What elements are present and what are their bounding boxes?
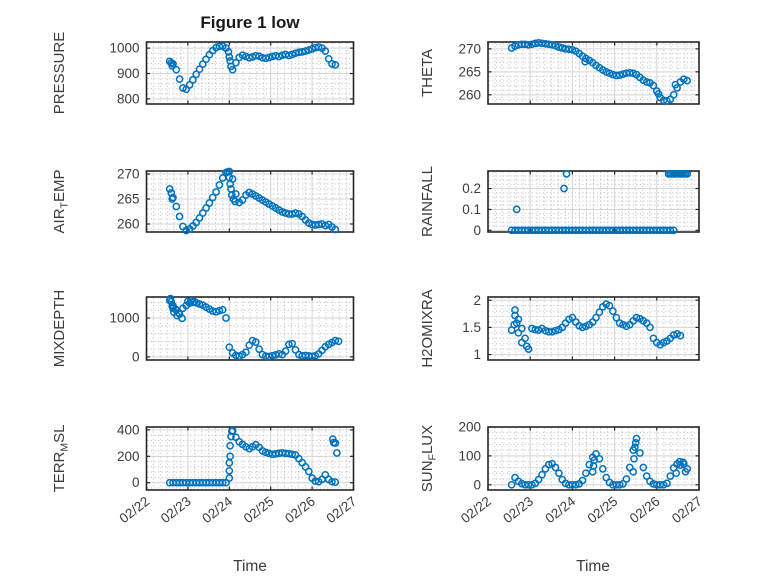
subplot-terr_msl: 0 200 400 02/22 02/23 02/24 02/25 02/26 02/27 TER… [51, 422, 359, 526]
y-tick-label: 270 [458, 41, 481, 56]
y-axis-label-rainfall: RAINFALL [419, 166, 436, 237]
x-tick-label: 02/23 [500, 494, 536, 527]
y-axis-label-theta: THETA [419, 49, 436, 97]
x-tick-label: 02/22 [458, 494, 494, 527]
tick-marks [145, 427, 355, 490]
minor-grid [147, 297, 353, 360]
y-tick-label: 2 [473, 293, 481, 308]
y-axis-label-pressure: PRESSURE [51, 32, 68, 115]
x-tick-label: 02/26 [282, 494, 318, 527]
y-tick-label: 1.5 [462, 320, 481, 335]
y-tick-label: 200 [117, 449, 140, 464]
y-tick-label: 260 [117, 217, 140, 232]
subplot-rainfall: 0 0.1 0.2 RAINFALL [419, 166, 700, 238]
axes-box [487, 426, 700, 491]
tick-marks [487, 297, 700, 360]
x-tick-label: 02/27 [323, 494, 359, 527]
y-tick-label: 265 [458, 64, 481, 79]
x-axis-label-right: Time [576, 558, 610, 575]
data-points [507, 39, 692, 105]
subplot-theta: 260 265 270 THETA [419, 39, 700, 105]
data-points [165, 294, 343, 361]
y-tick-label: 0 [132, 349, 140, 364]
axes-box [145, 296, 355, 361]
x-tick-label: 02/24 [199, 493, 235, 526]
x-tick-label: 02/25 [241, 494, 277, 527]
y-tick-label: 265 [117, 192, 140, 207]
subplot-sun_flux: 0 100 200 02/22 02/23 02/24 02/25 02/26 02/27 SUN… [419, 420, 705, 527]
data-points [165, 42, 340, 94]
y-tick-label: 0 [473, 477, 481, 492]
y-tick-label: 1 [473, 347, 481, 362]
axes-box [145, 426, 355, 491]
y-tick-label: 800 [117, 91, 140, 106]
x-tick-label: 02/23 [158, 494, 194, 527]
y-tick-label: 0.1 [462, 202, 481, 217]
x-tick-label: 02/25 [585, 494, 621, 527]
y-axis-label-air_temp: AIRTEMP [51, 170, 71, 234]
y-axis-label-mixdepth: MIXDEPTH [51, 290, 68, 368]
y-tick-label: 100 [458, 448, 481, 463]
axes-box [487, 41, 700, 105]
x-tick-label: 02/24 [542, 493, 578, 526]
y-axis-label-h2omixra: H2OMIXRA [419, 289, 436, 367]
x-tick-label: 02/27 [669, 494, 705, 527]
figure-title: Figure 1 low [200, 13, 300, 32]
y-tick-label: 1000 [109, 41, 139, 56]
x-tick-label: 02/26 [627, 494, 663, 527]
data-points [507, 300, 685, 353]
y-tick-label: 900 [117, 66, 140, 81]
axes-box [145, 170, 355, 233]
data-points [507, 434, 692, 489]
y-tick-label: 200 [458, 420, 481, 435]
subplot-mixdepth: 0 1000 MIXDEPTH [51, 290, 355, 368]
tick-marks [487, 171, 700, 232]
tick-marks [145, 42, 355, 104]
subplot-pressure: 800 900 1000 PRESSURE [51, 32, 355, 115]
y-tick-label: 260 [458, 87, 481, 102]
y-tick-label: 0.2 [462, 181, 481, 196]
subplot-air_temp: 260 265 270 AIRTEMP [51, 167, 355, 235]
minor-grid [147, 171, 353, 232]
tick-marks [487, 42, 700, 104]
data-points [165, 167, 340, 235]
y-tick-label: 0 [132, 475, 140, 490]
axes-box [487, 296, 700, 361]
y-tick-label: 400 [117, 422, 140, 437]
x-tick-label: 02/22 [116, 494, 152, 527]
x-axis-label-left: Time [233, 558, 267, 575]
y-axis-label-sun_flux: SUNFLUX [419, 425, 439, 492]
data-points [165, 426, 341, 487]
minor-grid [488, 171, 699, 232]
subplot-h2omixra: 1 1.5 2 H2OMIXRA [419, 289, 700, 368]
y-tick-label: 0 [473, 223, 481, 238]
y-tick-label: 1000 [109, 311, 139, 326]
major-grid [488, 297, 699, 360]
y-tick-label: 270 [117, 167, 140, 182]
data-points [507, 170, 692, 235]
plot-area [488, 297, 699, 360]
tick-marks [145, 171, 355, 232]
y-axis-label-terr_msl: TERRMSL [51, 425, 71, 493]
